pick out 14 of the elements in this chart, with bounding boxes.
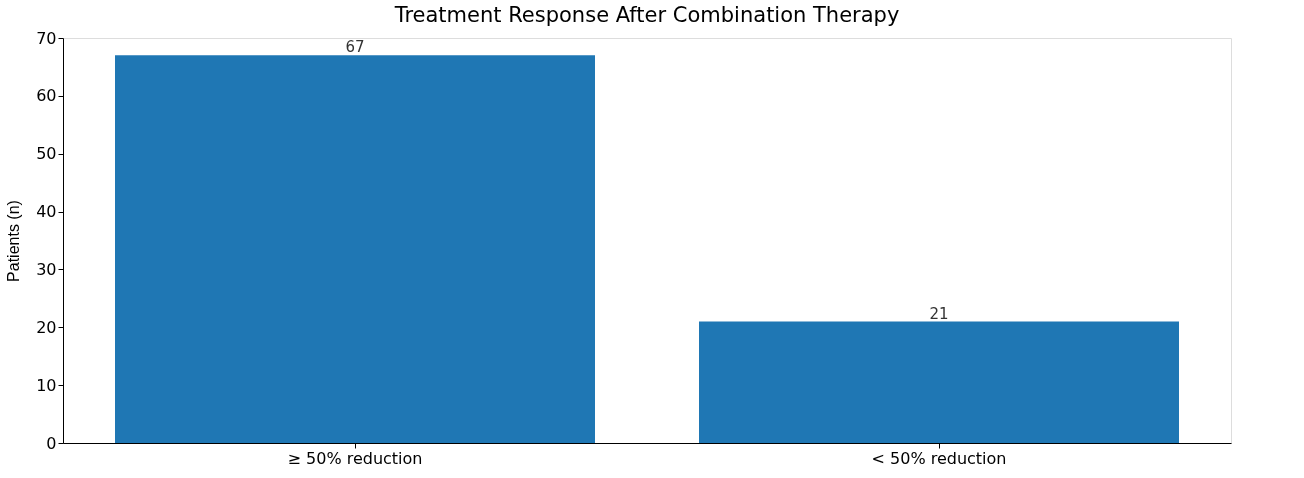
x-tick-label: < 50% reduction xyxy=(871,448,1007,468)
y-tick-label: 30 xyxy=(36,259,57,279)
y-tick-label: 60 xyxy=(36,86,57,106)
y-axis-title: Patients (n) xyxy=(5,200,23,282)
chart-title: Treatment Response After Combination Therapy xyxy=(393,3,900,27)
y-tick-label: 70 xyxy=(36,28,57,48)
y-tick-label: 50 xyxy=(36,144,57,164)
y-tick-label: 40 xyxy=(36,202,57,222)
data-label: 21 xyxy=(929,304,949,323)
y-tick-label: 0 xyxy=(46,433,57,453)
y-tick-label: 20 xyxy=(36,317,57,337)
y-tick-label: 10 xyxy=(36,375,57,395)
data-label: 67 xyxy=(345,38,365,57)
x-tick-label: ≥ 50% reduction xyxy=(287,448,423,468)
